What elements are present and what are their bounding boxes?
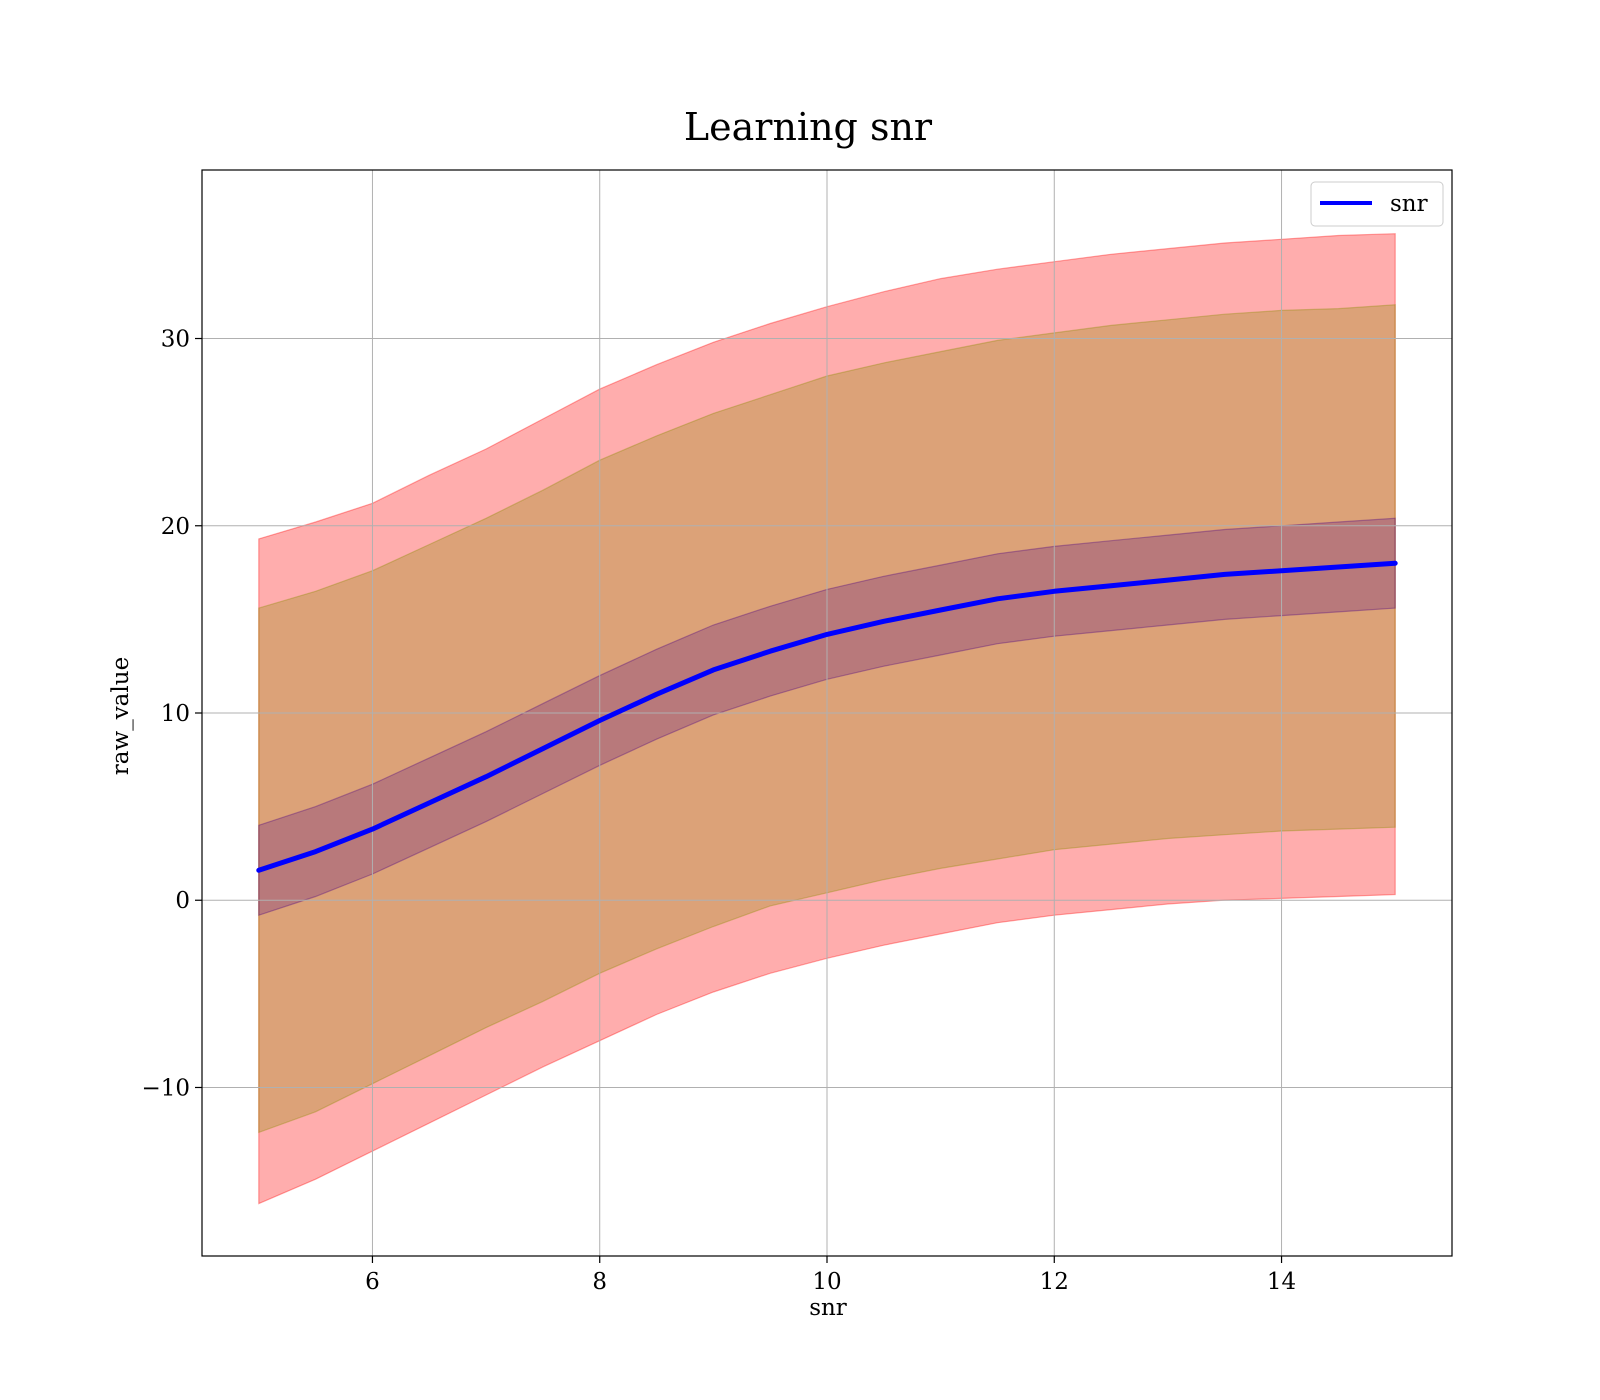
y-tick-label: 30 bbox=[161, 327, 190, 353]
x-tick-label: 8 bbox=[592, 1269, 607, 1295]
legend-box bbox=[1310, 181, 1444, 227]
x-tick-label: 10 bbox=[812, 1269, 841, 1295]
legend: snr bbox=[1310, 181, 1444, 227]
y-tick-label: 20 bbox=[161, 514, 190, 540]
series-line-snr bbox=[256, 560, 1398, 873]
y-tick-label: 10 bbox=[161, 701, 190, 727]
y-axis-ticks: −10 0 10 20 30 bbox=[141, 327, 202, 1101]
y-tick-label: −10 bbox=[141, 1075, 190, 1101]
chart-title: Learning snr bbox=[684, 105, 933, 149]
x-tick-label: 6 bbox=[365, 1269, 380, 1295]
x-axis-ticks: 6 8 10 12 14 bbox=[365, 1256, 1296, 1295]
series-lines bbox=[256, 560, 1398, 873]
x-tick-label: 12 bbox=[1040, 1269, 1069, 1295]
x-axis-label: snr bbox=[809, 1295, 847, 1321]
grid bbox=[202, 170, 1452, 1256]
y-axis-label: raw_value bbox=[108, 657, 134, 775]
x-tick-label: 14 bbox=[1267, 1269, 1296, 1295]
legend-label-snr: snr bbox=[1390, 191, 1428, 217]
y-tick-label: 0 bbox=[175, 888, 190, 914]
